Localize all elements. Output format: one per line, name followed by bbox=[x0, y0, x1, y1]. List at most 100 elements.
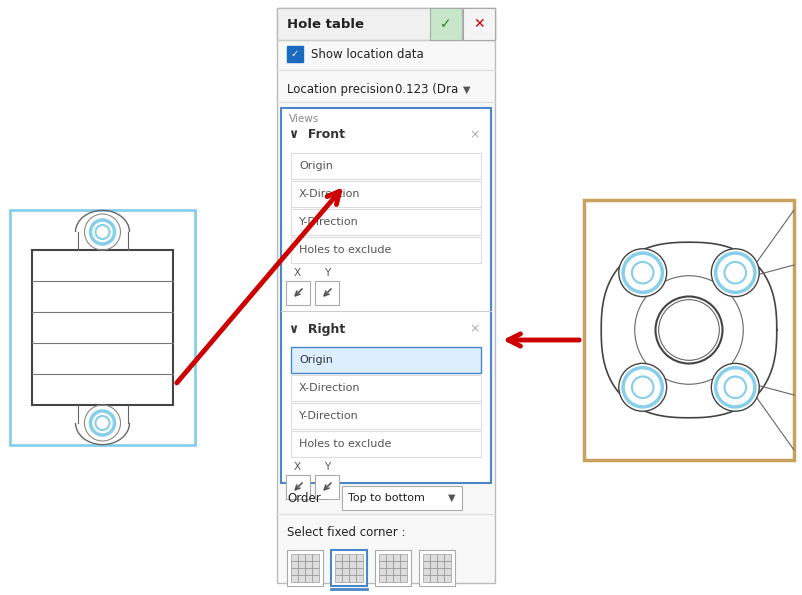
Bar bbox=[305, 575, 311, 581]
Text: Origin: Origin bbox=[299, 161, 333, 171]
Text: ▼: ▼ bbox=[464, 85, 471, 95]
Text: Location precision: Location precision bbox=[287, 83, 394, 96]
Bar bbox=[291, 347, 481, 373]
Text: 0.123 (Dra: 0.123 (Dra bbox=[395, 83, 458, 96]
Bar bbox=[379, 568, 386, 575]
Bar bbox=[305, 561, 311, 568]
Bar bbox=[584, 200, 794, 460]
Bar bbox=[32, 250, 173, 405]
Text: X-Direction: X-Direction bbox=[299, 189, 361, 199]
Text: ▼: ▼ bbox=[448, 493, 456, 503]
Bar bbox=[393, 575, 399, 581]
Text: X-Direction: X-Direction bbox=[299, 383, 361, 393]
Bar bbox=[400, 575, 407, 581]
Text: X: X bbox=[294, 462, 301, 472]
Bar bbox=[430, 554, 436, 560]
Bar bbox=[277, 8, 495, 40]
Bar bbox=[423, 554, 430, 560]
Bar bbox=[312, 554, 318, 560]
Bar bbox=[305, 568, 311, 575]
Bar bbox=[393, 561, 399, 568]
Bar bbox=[298, 554, 305, 560]
Bar bbox=[291, 554, 298, 560]
Bar bbox=[335, 554, 342, 560]
Text: Y-Direction: Y-Direction bbox=[299, 411, 358, 421]
Bar bbox=[379, 561, 386, 568]
Circle shape bbox=[619, 364, 666, 411]
Text: Top to bottom: Top to bottom bbox=[348, 493, 425, 503]
Bar bbox=[437, 554, 444, 560]
Bar bbox=[287, 550, 323, 586]
Bar bbox=[375, 550, 411, 586]
Bar bbox=[291, 403, 481, 429]
Bar bbox=[423, 568, 430, 575]
Bar bbox=[356, 568, 363, 575]
Text: Y-Direction: Y-Direction bbox=[299, 217, 358, 227]
Bar bbox=[342, 575, 349, 581]
Bar bbox=[291, 237, 481, 263]
Text: ×: × bbox=[470, 322, 480, 336]
Text: Holes to exclude: Holes to exclude bbox=[299, 439, 391, 449]
Bar bbox=[286, 475, 310, 499]
Text: ∨  Right: ∨ Right bbox=[289, 322, 345, 336]
Bar bbox=[349, 575, 355, 581]
Bar bbox=[342, 486, 462, 510]
Text: Order: Order bbox=[287, 491, 321, 505]
Bar bbox=[430, 561, 436, 568]
Text: Holes to exclude: Holes to exclude bbox=[299, 245, 391, 255]
Bar bbox=[291, 561, 298, 568]
Bar bbox=[356, 561, 363, 568]
Bar bbox=[291, 209, 481, 235]
Bar bbox=[291, 575, 298, 581]
Bar bbox=[400, 561, 407, 568]
Bar bbox=[315, 475, 339, 499]
Bar bbox=[379, 575, 386, 581]
Bar bbox=[10, 210, 195, 445]
Bar bbox=[444, 561, 451, 568]
Bar bbox=[331, 550, 367, 586]
Bar bbox=[298, 568, 305, 575]
Bar bbox=[393, 568, 399, 575]
Bar bbox=[349, 561, 355, 568]
Bar bbox=[393, 554, 399, 560]
Bar bbox=[277, 8, 495, 583]
Bar bbox=[356, 554, 363, 560]
Bar bbox=[298, 575, 305, 581]
Text: Views: Views bbox=[289, 114, 319, 124]
Bar bbox=[305, 554, 311, 560]
Bar bbox=[386, 568, 392, 575]
Bar bbox=[342, 568, 349, 575]
Bar bbox=[286, 281, 310, 305]
Bar bbox=[291, 375, 481, 401]
Text: Hole table: Hole table bbox=[287, 18, 364, 32]
Text: Y: Y bbox=[324, 462, 330, 472]
Bar bbox=[430, 575, 436, 581]
Bar bbox=[437, 568, 444, 575]
Text: ✓: ✓ bbox=[440, 17, 452, 31]
Text: ∨  Front: ∨ Front bbox=[289, 129, 345, 142]
Bar bbox=[291, 568, 298, 575]
Bar bbox=[423, 575, 430, 581]
Bar bbox=[423, 561, 430, 568]
Text: Origin: Origin bbox=[299, 355, 333, 365]
Bar bbox=[335, 561, 342, 568]
Bar bbox=[386, 575, 392, 581]
Bar bbox=[349, 568, 355, 575]
Bar bbox=[437, 561, 444, 568]
Bar bbox=[335, 575, 342, 581]
Bar bbox=[444, 554, 451, 560]
Bar bbox=[298, 561, 305, 568]
Bar bbox=[444, 568, 451, 575]
Bar bbox=[315, 281, 339, 305]
Circle shape bbox=[619, 249, 666, 297]
Text: ✓: ✓ bbox=[291, 49, 299, 59]
Text: Select fixed corner :: Select fixed corner : bbox=[287, 525, 406, 538]
Text: X: X bbox=[294, 268, 301, 278]
Bar bbox=[312, 575, 318, 581]
Bar bbox=[419, 550, 455, 586]
Bar bbox=[291, 153, 481, 179]
Bar bbox=[463, 8, 495, 40]
Bar bbox=[349, 554, 355, 560]
Bar bbox=[291, 431, 481, 457]
Text: ×: × bbox=[470, 129, 480, 142]
